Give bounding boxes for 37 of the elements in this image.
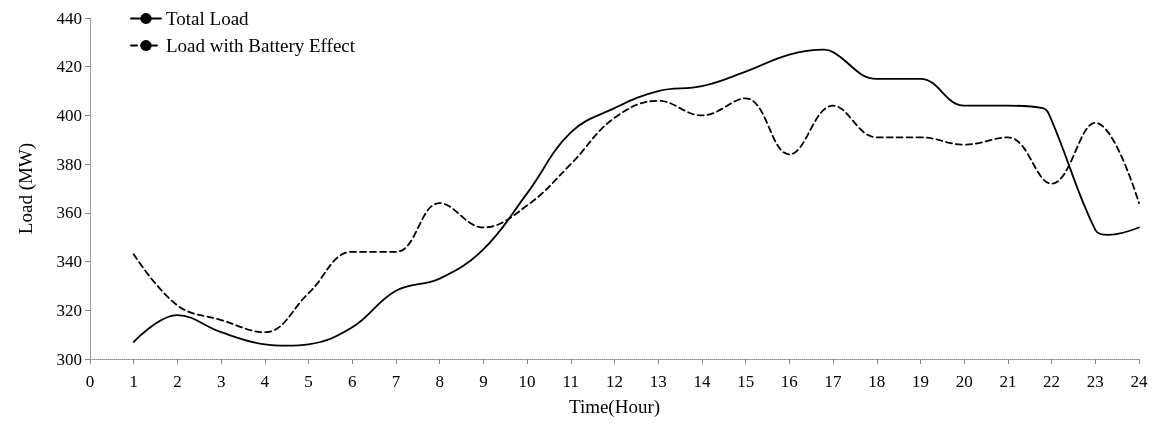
y-tick-label: 400	[56, 105, 82, 125]
y-tick-label: 360	[56, 203, 82, 223]
x-tick-label: 12	[606, 372, 623, 391]
x-tick-label: 14	[693, 372, 711, 391]
x-tick-label: 15	[737, 372, 755, 391]
x-tick-label: 7	[391, 372, 401, 391]
x-tick-label: 2	[173, 372, 182, 391]
y-axis-title: Load (MW)	[15, 142, 37, 235]
x-tick-label: 8	[435, 372, 444, 391]
y-tick-label: 420	[56, 57, 82, 77]
x-tick-label: 9	[479, 372, 488, 391]
x-tick-label: 19	[911, 372, 929, 391]
x-tick-label: 1	[129, 372, 138, 391]
legend-label: Total Load	[166, 8, 250, 29]
x-tick-label: 6	[348, 372, 357, 391]
x-tick-label: 13	[649, 372, 667, 391]
x-tick-label: 4	[260, 372, 270, 391]
y-tick-label: 340	[56, 252, 82, 272]
x-tick-label: 17	[824, 372, 843, 391]
x-axis-title: Time(Hour)	[568, 396, 661, 418]
x-tick-label: 23	[1086, 372, 1104, 391]
x-tick-label: 22	[1043, 372, 1061, 391]
y-tick-label: 320	[56, 300, 82, 320]
x-tick-label: 10	[518, 372, 536, 391]
x-tick-label: 5	[304, 372, 313, 391]
x-tick-label: 11	[562, 372, 579, 391]
y-tick-label: 300	[56, 349, 82, 369]
legend-label: Load with Battery Effect	[166, 35, 356, 56]
x-tick-label: 24	[1130, 372, 1148, 391]
y-tick-label: 380	[56, 154, 82, 174]
x-tick-label: 3	[216, 372, 226, 391]
y-tick-label: 440	[56, 8, 82, 28]
x-tick-label: 21	[999, 372, 1017, 391]
x-tick-label: 20	[955, 372, 973, 391]
x-tick-label: 18	[868, 372, 886, 391]
x-tick-label: 0	[85, 372, 95, 391]
x-tick-label: 16	[780, 372, 798, 391]
